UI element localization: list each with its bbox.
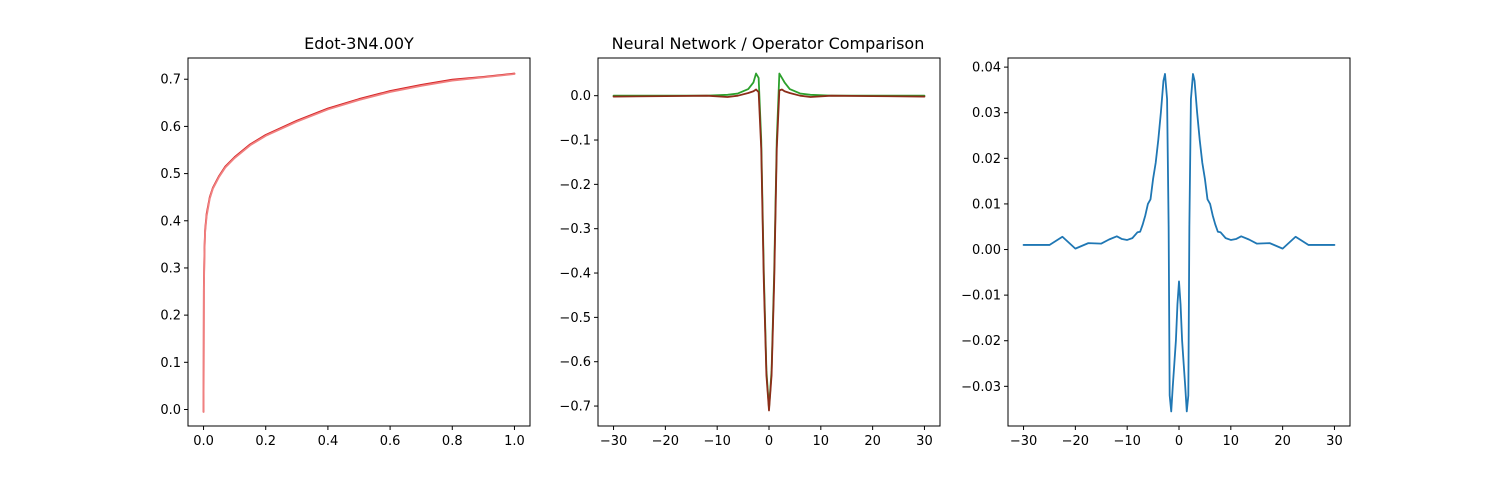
axes-1-xtick-label: 0.6: [380, 434, 401, 449]
axes-3-xtick-label: −20: [1062, 434, 1089, 449]
axes-2-ytick-label: −0.6: [559, 355, 591, 370]
axes-1-ytick-label: 0.7: [160, 73, 181, 88]
axes-1-xtick-label: 0.0: [193, 434, 214, 449]
axes-1-ytick-label: 0.2: [160, 309, 181, 324]
axes-1-xtick-label: 0.2: [255, 434, 276, 449]
axes-3-xtick-label: 10: [1223, 434, 1240, 449]
axes-2-ytick-label: −0.3: [559, 222, 591, 237]
axes-2-ytick-label: 0.0: [570, 89, 591, 104]
axes-3-ytick-label: −0.03: [961, 380, 1001, 395]
axes-1-xtick-label: 0.8: [442, 434, 463, 449]
axes-2-title: Neural Network / Operator Comparison: [612, 34, 925, 53]
axes-2-xtick-label: 10: [813, 434, 830, 449]
axes-3-xtick-label: −10: [1113, 434, 1140, 449]
axes-1-ytick-label: 0.6: [160, 120, 181, 135]
axes-1-ytick-label: 0.4: [160, 214, 181, 229]
axes-2-ytick-label: −0.1: [559, 134, 591, 149]
axes-3-xtick-label: −30: [1010, 434, 1037, 449]
axes-3-ytick-label: −0.01: [961, 289, 1001, 304]
axes-2-plot-area: [612, 72, 926, 412]
axes-2-xtick-label: −20: [652, 434, 679, 449]
axes-1: Edot-3N4.00Y 0.0 0.2 0.4 0.6 0.8 1.0 0.0 0.1 0.2…: [160, 34, 531, 449]
axes-1-frame: [187, 57, 531, 427]
axes-1-plot-area: [202, 72, 516, 413]
axes-3-series-1-line: [1022, 73, 1336, 413]
axes-2-ytick-label: −0.2: [559, 178, 591, 193]
axes-3-plot-area: [1022, 73, 1336, 413]
axes-3-xtick-label: 20: [1274, 434, 1291, 449]
axes-1-xtick-label: 1.0: [504, 434, 525, 449]
axes-2-ytick-label: −0.7: [559, 400, 591, 415]
axes-1-ytick-label: 0.0: [160, 403, 181, 418]
axes-2-ytick-label: −0.5: [559, 311, 591, 326]
axes-2-xtick-label: 30: [916, 434, 933, 449]
axes-3-ytick-label: 0.02: [972, 152, 1001, 167]
axes-2-xtick-label: 20: [864, 434, 881, 449]
axes-2: Neural Network / Operator Comparison −30…: [559, 34, 941, 449]
axes-1-title: Edot-3N4.00Y: [304, 34, 414, 53]
axes-3-ytick-label: −0.02: [961, 334, 1001, 349]
axes-3-ytick-label: 0.04: [972, 61, 1001, 76]
axes-1-xtick-label: 0.4: [318, 434, 339, 449]
axes-2-xtick-label: −30: [600, 434, 627, 449]
axes-2-series-2-line: [612, 88, 926, 412]
axes-1-ytick-label: 0.1: [160, 356, 181, 371]
axes-3-ytick-label: 0.00: [972, 243, 1001, 258]
axes-3-xtick-label: 30: [1326, 434, 1343, 449]
axes-3: −30 −20 −10 0 10 20 30 0.04 0.03 0.02 0.01 0.00 −0.0…: [961, 57, 1351, 449]
axes-3-xtick-label: 0: [1175, 434, 1183, 449]
axes-1-ytick-label: 0.5: [160, 167, 181, 182]
axes-2-ytick-label: −0.4: [559, 267, 591, 282]
axes-2-xtick-label: −10: [703, 434, 730, 449]
axes-1-ytick-label: 0.3: [160, 261, 181, 276]
axes-1-series-2-line: [202, 73, 516, 413]
axes-3-ytick-label: 0.01: [972, 197, 1001, 212]
axes-3-ytick-label: 0.03: [972, 106, 1001, 121]
axes-2-xtick-label: 0: [765, 434, 773, 449]
